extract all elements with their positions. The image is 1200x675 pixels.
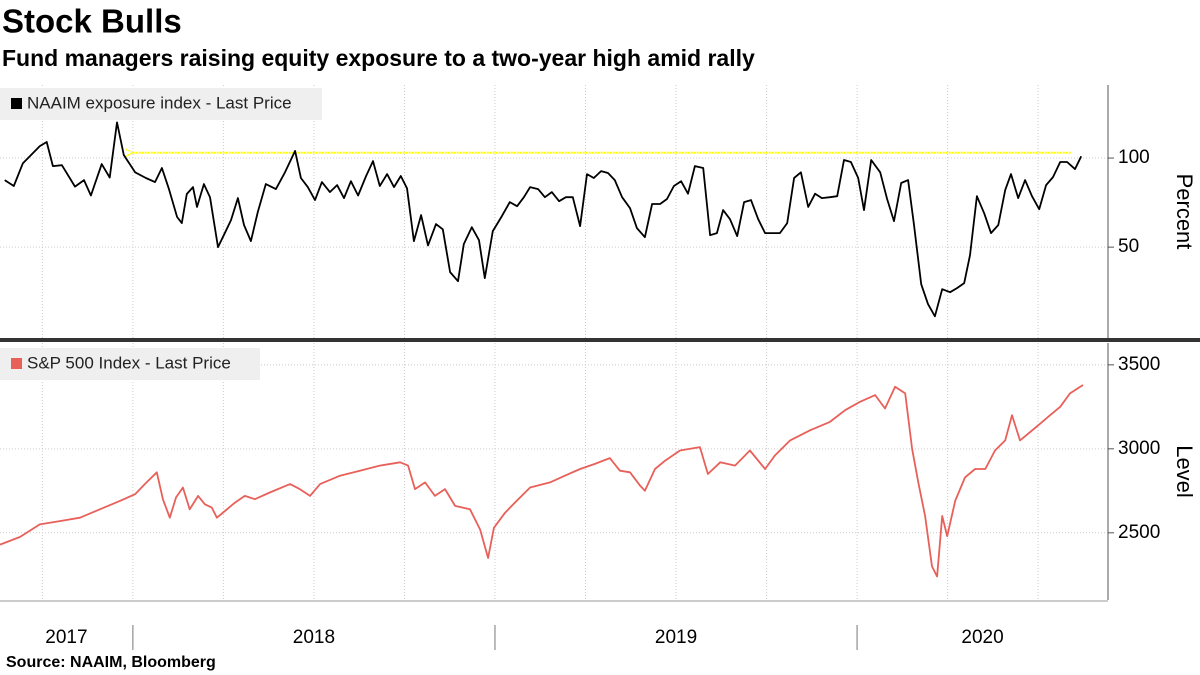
legend-swatch (11, 98, 22, 109)
x-tick-label: 2018 (293, 627, 335, 648)
x-tick-label: 2017 (45, 627, 87, 648)
x-tick-label: 2020 (961, 627, 1003, 648)
legend-box (0, 348, 260, 380)
data-line (4, 121, 1083, 318)
y-tick-label: 50 (1118, 236, 1139, 257)
legend-swatch (11, 358, 22, 369)
x-tick-label: 2019 (655, 627, 697, 648)
legend-box (0, 88, 322, 120)
y-axis-label: Percent (1172, 174, 1197, 250)
y-tick-label: 3000 (1118, 438, 1160, 459)
y-tick-label: 100 (1118, 147, 1150, 168)
y-tick-label: 2500 (1118, 522, 1160, 543)
legend-label: NAAIM exposure index - Last Price (27, 93, 292, 112)
legend-label: S&P 500 Index - Last Price (27, 353, 231, 372)
source: Source: NAAIM, Bloomberg (6, 654, 216, 671)
y-tick-label: 3500 (1118, 354, 1160, 375)
data-line (0, 384, 1084, 578)
y-axis-label: Level (1172, 445, 1197, 498)
chart-subtitle: Fund managers raising equity exposure to… (2, 45, 755, 71)
chart-title: Stock Bulls (2, 3, 182, 40)
